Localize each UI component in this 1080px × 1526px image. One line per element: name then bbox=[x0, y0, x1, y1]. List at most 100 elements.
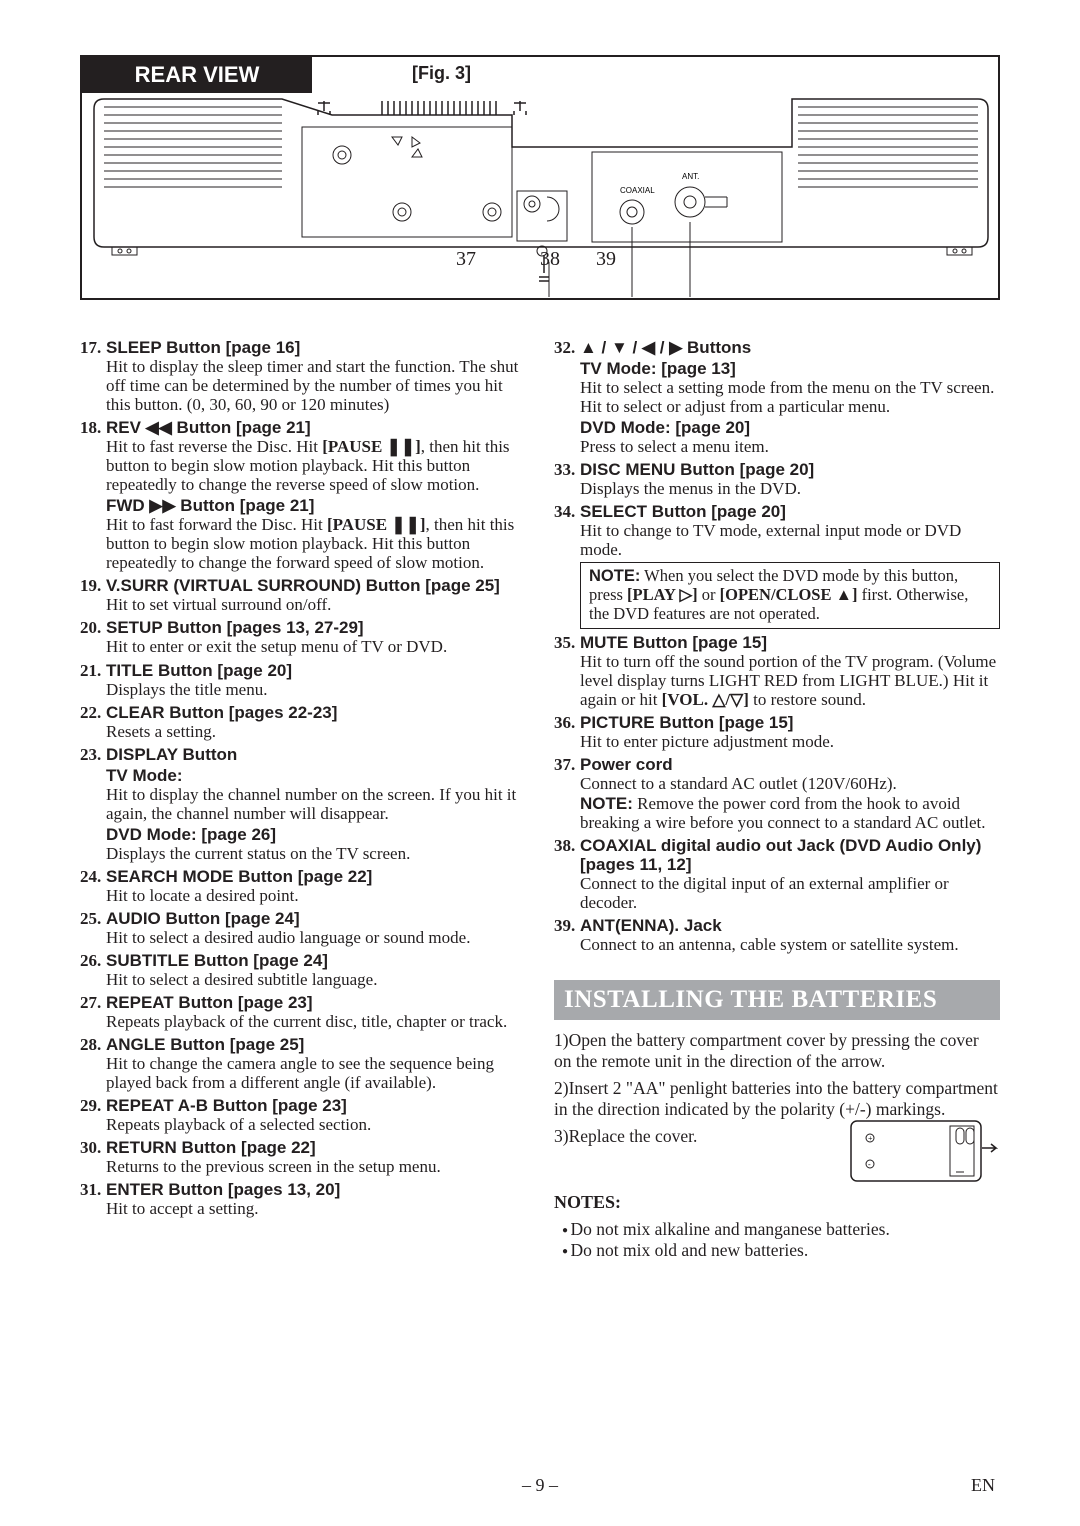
item-34: 34.SELECT Button [page 20] Hit to change… bbox=[554, 502, 1000, 629]
item-num: 38. bbox=[554, 836, 580, 874]
callout-37: 37 bbox=[456, 248, 476, 271]
notes-heading: NOTES: bbox=[554, 1192, 1000, 1214]
callout-38: 38 bbox=[540, 248, 560, 271]
item-desc: Hit to select a desired subtitle languag… bbox=[106, 970, 526, 989]
item-name: SELECT Button [page 20] bbox=[580, 502, 786, 521]
item-desc: Hit to fast reverse the Disc. Hit [PAUSE… bbox=[106, 437, 526, 494]
item-28: 28.ANGLE Button [page 25] Hit to change … bbox=[80, 1035, 526, 1092]
item-25: 25.AUDIO Button [page 24] Hit to select … bbox=[80, 909, 526, 947]
rear-view-label: REAR VIEW bbox=[82, 57, 312, 93]
item-name: Power cord bbox=[580, 755, 673, 774]
item-desc: Hit to enter picture adjustment mode. bbox=[580, 732, 1000, 751]
item-name: PICTURE Button [page 15] bbox=[580, 713, 793, 732]
item-num: 33. bbox=[554, 460, 580, 479]
item-num: 36. bbox=[554, 713, 580, 732]
install-step-2: 2)Insert 2 "AA" penlight batteries into … bbox=[554, 1078, 1000, 1120]
item-sub-desc: Hit to fast forward the Disc. Hit [PAUSE… bbox=[106, 515, 526, 572]
item-desc: Displays the title menu. bbox=[106, 680, 526, 699]
item-name: ▲ / ▼ / ◀ / ▶ Buttons bbox=[580, 338, 751, 357]
svg-text:COAXIAL: COAXIAL bbox=[620, 186, 655, 195]
item-num: 39. bbox=[554, 916, 580, 935]
item-num: 22. bbox=[80, 703, 106, 722]
item-num: 17. bbox=[80, 338, 106, 357]
item-18: 18.REV ◀◀ Button [page 21] Hit to fast r… bbox=[80, 418, 526, 572]
item-37: 37.Power cord Connect to a standard AC o… bbox=[554, 755, 1000, 831]
item-24: 24.SEARCH MODE Button [page 22] Hit to l… bbox=[80, 867, 526, 905]
item-num: 29. bbox=[80, 1096, 106, 1115]
svg-text:ANT.: ANT. bbox=[682, 172, 699, 181]
fig-label: [Fig. 3] bbox=[412, 63, 471, 84]
item-desc: Connect to a standard AC outlet (120V/60… bbox=[580, 774, 1000, 793]
item-name: SUBTITLE Button [page 24] bbox=[106, 951, 328, 970]
notes-list: Do not mix alkaline and manganese batter… bbox=[554, 1219, 1000, 1261]
item-desc: Displays the current status on the TV sc… bbox=[106, 844, 526, 863]
item-35: 35.MUTE Button [page 15] Hit to turn off… bbox=[554, 633, 1000, 709]
note-item: Do not mix old and new batteries. bbox=[562, 1240, 1000, 1261]
item-39: 39.ANT(ENNA). Jack Connect to an antenna… bbox=[554, 916, 1000, 954]
item-desc: Returns to the previous screen in the se… bbox=[106, 1157, 526, 1176]
item-22: 22.CLEAR Button [pages 22-23] Resets a s… bbox=[80, 703, 526, 741]
item-31: 31.ENTER Button [pages 13, 20] Hit to ac… bbox=[80, 1180, 526, 1218]
item-num: 25. bbox=[80, 909, 106, 928]
item-name: V.SURR (VIRTUAL SURROUND) Button [page 2… bbox=[106, 576, 500, 595]
item-num: 31. bbox=[80, 1180, 106, 1199]
item-num: 19. bbox=[80, 576, 106, 595]
item-name: TITLE Button [page 20] bbox=[106, 661, 292, 680]
item-desc: Hit to change the camera angle to see th… bbox=[106, 1054, 526, 1092]
item-desc: Hit to select or adjust from a particula… bbox=[580, 397, 1000, 416]
install-step-1: 1)Open the battery compartment cover by … bbox=[554, 1030, 1000, 1072]
item-21: 21.TITLE Button [page 20] Displays the t… bbox=[80, 661, 526, 699]
item-num: 37. bbox=[554, 755, 580, 774]
item-name: AUDIO Button [page 24] bbox=[106, 909, 300, 928]
item-30: 30.RETURN Button [page 22] Returns to th… bbox=[80, 1138, 526, 1176]
item-desc: Hit to locate a desired point. bbox=[106, 886, 526, 905]
item-num: 26. bbox=[80, 951, 106, 970]
item-32: 32.▲ / ▼ / ◀ / ▶ Buttons TV Mode: [page … bbox=[554, 338, 1000, 456]
item-note: NOTE: Remove the power cord from the hoo… bbox=[580, 794, 1000, 832]
item-desc: Connect to an antenna, cable system or s… bbox=[580, 935, 1000, 954]
svg-text:-: - bbox=[868, 1160, 871, 1169]
item-name: ENTER Button [pages 13, 20] bbox=[106, 1180, 340, 1199]
item-20: 20.SETUP Button [pages 13, 27-29] Hit to… bbox=[80, 618, 526, 656]
item-17: 17.SLEEP Button [page 16] Hit to display… bbox=[80, 338, 526, 414]
item-desc: Hit to select a desired audio language o… bbox=[106, 928, 526, 947]
item-name: REPEAT Button [page 23] bbox=[106, 993, 313, 1012]
item-desc: Hit to select a setting mode from the me… bbox=[580, 378, 1000, 397]
item-num: 30. bbox=[80, 1138, 106, 1157]
item-num: 23. bbox=[80, 745, 106, 764]
item-38: 38.COAXIAL digital audio out Jack (DVD A… bbox=[554, 836, 1000, 912]
item-desc: Hit to enter or exit the setup menu of T… bbox=[106, 637, 526, 656]
item-36: 36.PICTURE Button [page 15] Hit to enter… bbox=[554, 713, 1000, 751]
tv-mode-label: TV Mode: [page 13] bbox=[580, 359, 1000, 378]
item-desc: Hit to set virtual surround on/off. bbox=[106, 595, 526, 614]
item-23: 23.DISPLAY Button TV Mode: Hit to displa… bbox=[80, 745, 526, 863]
item-desc: Connect to the digital input of an exter… bbox=[580, 874, 1000, 912]
battery-compartment-svg: + - bbox=[850, 1120, 1000, 1184]
svg-text:+: + bbox=[868, 1134, 873, 1143]
install-body: 1)Open the battery compartment cover by … bbox=[554, 1030, 1000, 1262]
item-desc: Hit to accept a setting. bbox=[106, 1199, 526, 1218]
left-column: 17.SLEEP Button [page 16] Hit to display… bbox=[80, 338, 526, 1261]
dvd-mode-label: DVD Mode: [page 26] bbox=[106, 825, 526, 844]
item-name: SLEEP Button [page 16] bbox=[106, 338, 300, 357]
item-desc: Repeats playback of a selected section. bbox=[106, 1115, 526, 1134]
item-19: 19.V.SURR (VIRTUAL SURROUND) Button [pag… bbox=[80, 576, 526, 614]
item-desc: Hit to display the channel number on the… bbox=[106, 785, 526, 823]
item-desc: Hit to change to TV mode, external input… bbox=[580, 521, 1000, 559]
item-num: 28. bbox=[80, 1035, 106, 1054]
installing-batteries-header: INSTALLING THE BATTERIES bbox=[554, 980, 1000, 1020]
item-num: 35. bbox=[554, 633, 580, 652]
item-27: 27.REPEAT Button [page 23] Repeats playb… bbox=[80, 993, 526, 1031]
item-29: 29.REPEAT A-B Button [page 23] Repeats p… bbox=[80, 1096, 526, 1134]
item-name: MUTE Button [page 15] bbox=[580, 633, 767, 652]
item-desc: Hit to display the sleep timer and start… bbox=[106, 357, 526, 414]
tv-mode-label: TV Mode: bbox=[106, 766, 526, 785]
item-name: REPEAT A-B Button [page 23] bbox=[106, 1096, 347, 1115]
item-desc: Resets a setting. bbox=[106, 722, 526, 741]
item-name: SEARCH MODE Button [page 22] bbox=[106, 867, 372, 886]
item-num: 21. bbox=[80, 661, 106, 680]
item-name: REV ◀◀ Button [page 21] bbox=[106, 418, 311, 437]
item-num: 34. bbox=[554, 502, 580, 521]
item-num: 32. bbox=[554, 338, 580, 357]
note-item: Do not mix alkaline and manganese batter… bbox=[562, 1219, 1000, 1240]
